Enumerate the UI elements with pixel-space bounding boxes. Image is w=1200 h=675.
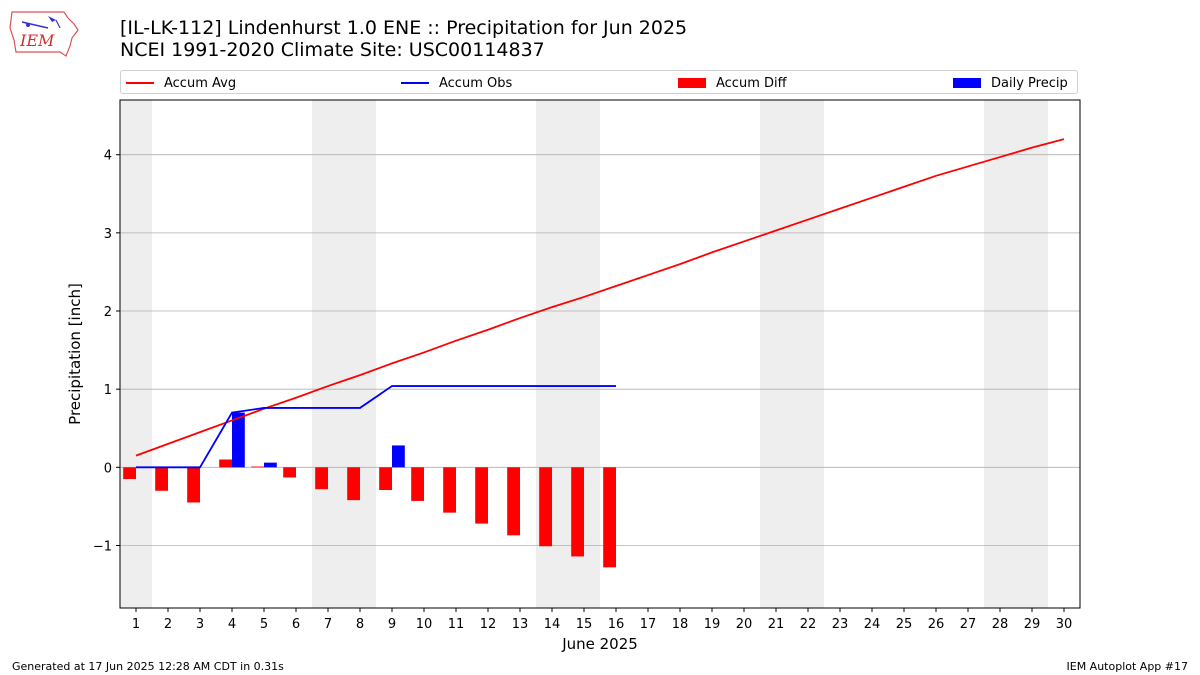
xtick-label-30: 30 [1056, 617, 1073, 632]
xtick-label-14: 14 [544, 617, 561, 632]
legend-label-diff: Accum Diff [716, 75, 787, 91]
plot-frame [119, 99, 1081, 609]
diff-bar-2 [155, 467, 168, 491]
footer-app: IEM Autoplot App #17 [1066, 660, 1189, 673]
xtick-label-2: 2 [164, 617, 172, 632]
diff-bar-7 [315, 467, 328, 490]
weekend-band-1 [120, 100, 152, 608]
diff-bar-1 [123, 467, 136, 480]
ytick-label-1: 0 [104, 461, 112, 476]
xtick-label-9: 9 [388, 617, 396, 632]
xtick-label-15: 15 [576, 617, 593, 632]
weekend-band-7 [312, 100, 344, 608]
xtick-label-29: 29 [1024, 617, 1041, 632]
xtick-label-21: 21 [768, 617, 785, 632]
xtick-label-5: 5 [260, 617, 268, 632]
xtick-label-4: 4 [228, 617, 236, 632]
weekend-band-22 [792, 100, 824, 608]
xtick-label-27: 27 [960, 617, 977, 632]
accum-obs-line [136, 385, 616, 469]
diff-bar-14 [539, 467, 552, 547]
ytick-label-5: 4 [104, 149, 112, 164]
legend-swatch-daily [953, 78, 981, 88]
accum-avg-line [135, 138, 1065, 457]
xtick-label-1: 1 [132, 617, 140, 632]
legend-swatch-diff [678, 78, 706, 88]
legend-accum-diff: Accum Diff [678, 75, 787, 91]
legend-daily-precip: Daily Precip [953, 75, 1068, 91]
xtick-label-13: 13 [512, 617, 529, 632]
wind-vane-icon [21, 21, 49, 29]
legend: Accum Avg Accum Obs Accum Diff Daily Pre… [120, 70, 1078, 94]
xtick-label-24: 24 [864, 617, 881, 632]
xtick-label-22: 22 [800, 617, 817, 632]
legend-swatch-obs [401, 82, 429, 84]
xtick-label-7: 7 [324, 617, 332, 632]
xtick-label-8: 8 [356, 617, 364, 632]
xtick-label-25: 25 [896, 617, 913, 632]
legend-label-avg: Accum Avg [164, 75, 237, 91]
weekend-band-21 [760, 100, 792, 608]
footer-generated: Generated at 17 Jun 2025 12:28 AM CDT in… [12, 660, 284, 673]
chart-title: [IL-LK-112] Lindenhurst 1.0 ENE :: Preci… [120, 17, 687, 61]
xtick-label-10: 10 [416, 617, 433, 632]
xtick-label-3: 3 [196, 617, 204, 632]
legend-label-daily: Daily Precip [991, 75, 1068, 91]
weekend-band-8 [344, 100, 376, 608]
xtick-label-6: 6 [292, 617, 300, 632]
xtick-label-11: 11 [448, 617, 465, 632]
diff-bar-12 [475, 467, 488, 524]
daily-bar-9 [392, 445, 405, 468]
xtick-label-23: 23 [832, 617, 849, 632]
xtick-label-17: 17 [640, 617, 657, 632]
diff-bar-6 [283, 467, 296, 478]
weekend-band-29 [1016, 100, 1048, 608]
daily-bar-4 [232, 412, 245, 468]
diff-bar-8 [347, 467, 360, 501]
legend-label-obs: Accum Obs [439, 75, 513, 91]
xtick-label-18: 18 [672, 617, 689, 632]
diff-bar-5 [251, 466, 264, 468]
diff-bar-15 [571, 467, 584, 557]
iem-logo: IEM [9, 11, 79, 57]
diff-bar-11 [443, 467, 456, 513]
legend-swatch-avg [126, 82, 154, 84]
title-line-1: [IL-LK-112] Lindenhurst 1.0 ENE :: Preci… [120, 17, 688, 39]
diff-bar-13 [507, 467, 520, 536]
ytick-label-3: 2 [104, 305, 112, 320]
legend-accum-obs: Accum Obs [401, 75, 512, 91]
xtick-label-12: 12 [480, 617, 497, 632]
xtick-label-19: 19 [704, 617, 721, 632]
ytick-label-2: 1 [104, 383, 112, 398]
diff-bar-4 [219, 459, 232, 468]
weekend-band-28 [984, 100, 1016, 608]
ytick-label-0: −1 [93, 539, 112, 554]
xtick-label-16: 16 [608, 617, 625, 632]
title-line-2: NCEI 1991-2020 Climate Site: USC00114837 [120, 39, 545, 61]
x-axis-label: June 2025 [561, 635, 638, 653]
daily-bar-5 [264, 462, 277, 468]
diff-bar-16 [603, 467, 616, 568]
legend-accum-avg: Accum Avg [126, 75, 236, 91]
y-axis-label: Precipitation [inch] [66, 283, 84, 425]
xtick-label-26: 26 [928, 617, 945, 632]
logo-text: IEM [19, 31, 55, 50]
diff-bar-9 [379, 467, 392, 490]
xtick-label-28: 28 [992, 617, 1009, 632]
ytick-label-4: 3 [104, 227, 112, 242]
diff-bar-10 [411, 467, 424, 501]
xtick-label-20: 20 [736, 617, 753, 632]
diff-bar-3 [187, 467, 200, 503]
